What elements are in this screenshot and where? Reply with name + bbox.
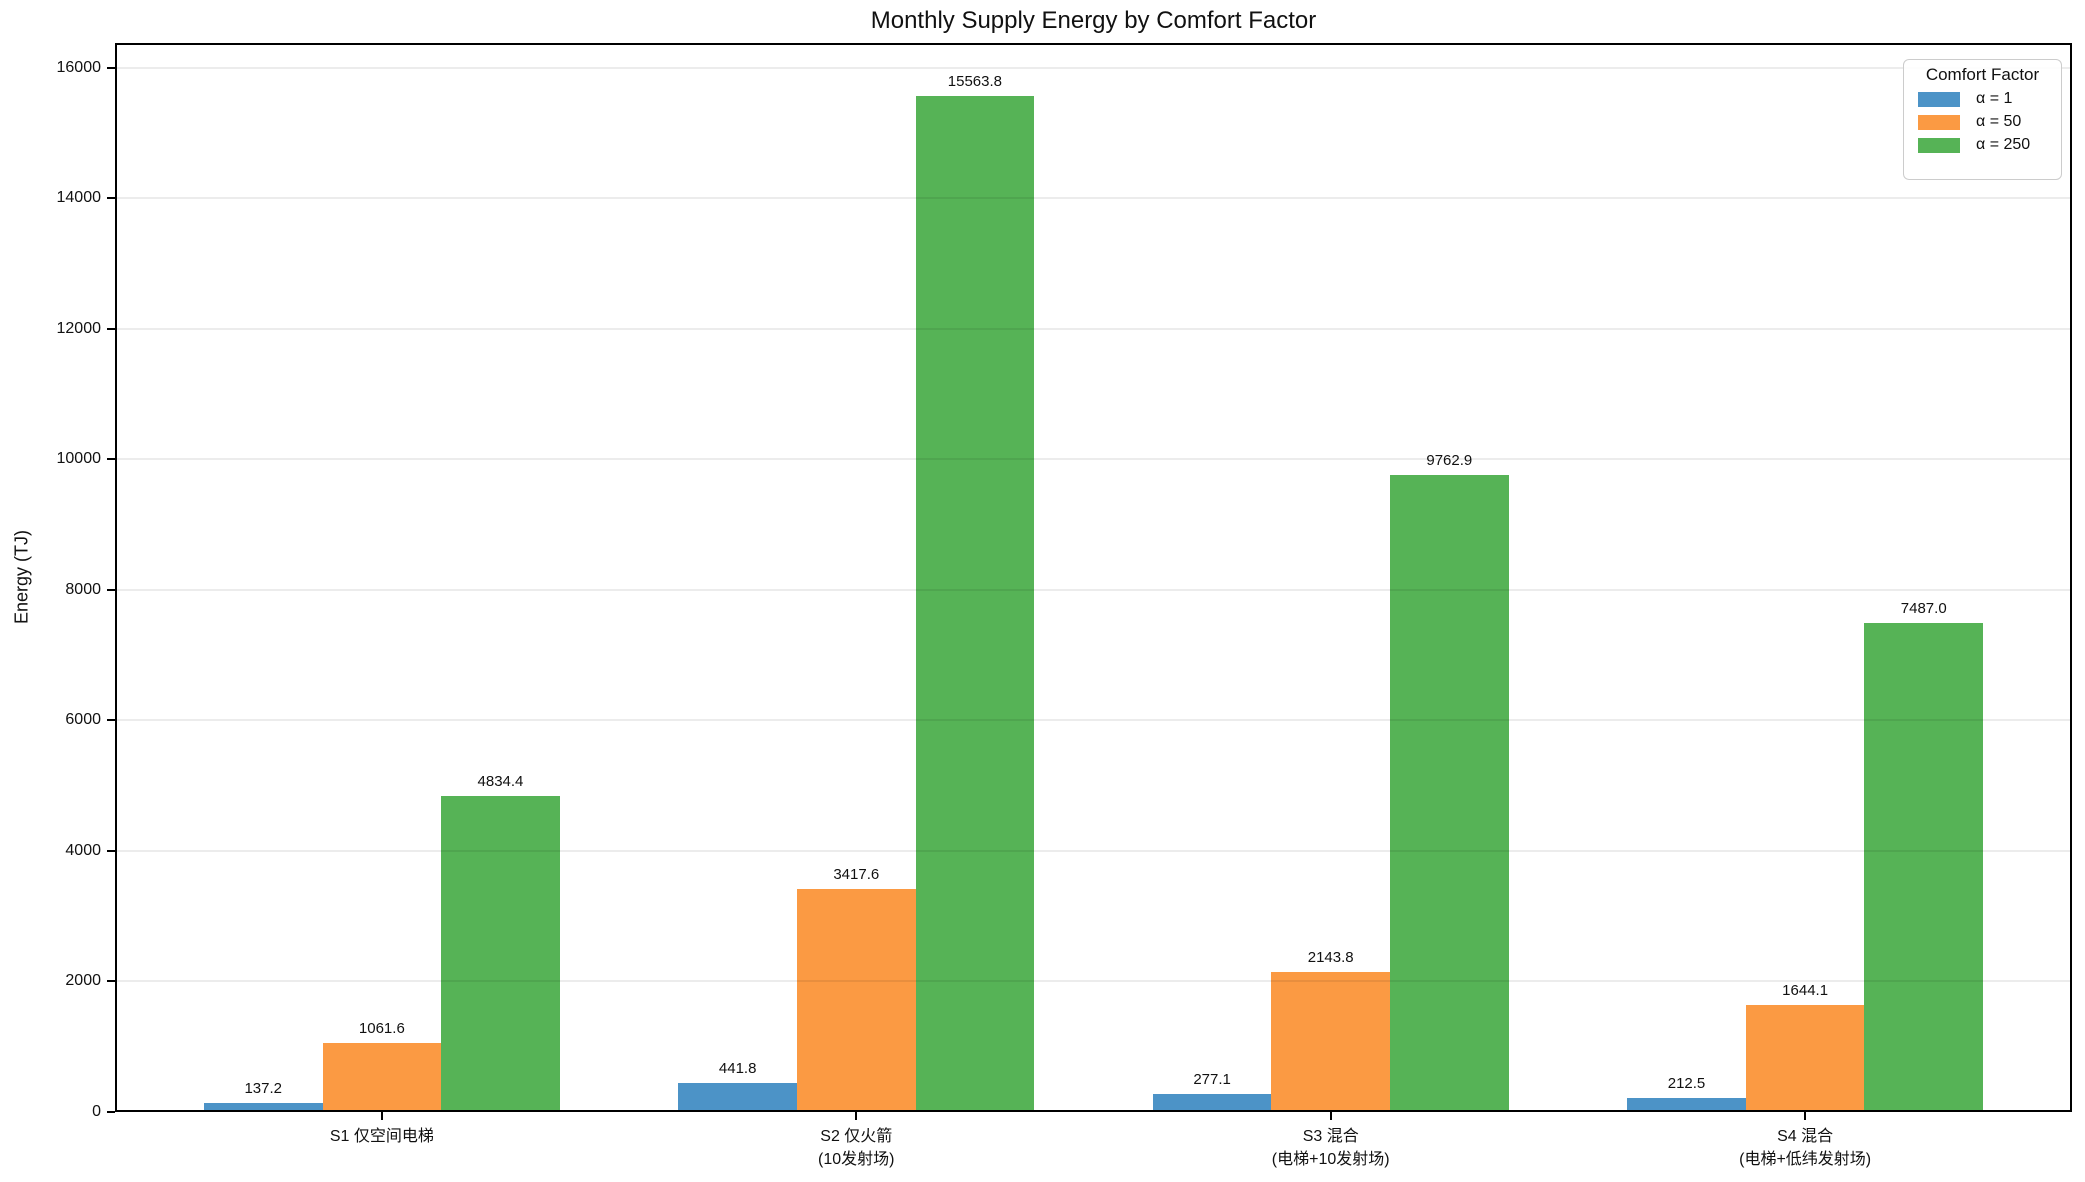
y-tick-mark [107, 849, 115, 852]
y-tick-mark [107, 327, 115, 330]
x-tick-label: S3 混合 (电梯+10发射场) [1271, 1128, 1390, 1169]
y-tick-label: 0 [92, 1103, 101, 1120]
y-tick-mark [107, 66, 115, 69]
grid-line [117, 458, 2070, 461]
grid-line [117, 588, 2070, 591]
plot-area-border [115, 43, 2072, 1112]
x-tick-mark [855, 1112, 858, 1120]
y-tick-label: 16000 [56, 58, 102, 76]
legend-items: α = 1 α = 50 α = 250 [1904, 90, 2061, 154]
grid-line [117, 849, 2070, 852]
chart-title: Monthly Supply Energy by Comfort Factor [870, 7, 1317, 34]
x-tick-mark [1329, 1112, 1332, 1120]
bar-value-label: 1644.1 [1782, 981, 1829, 999]
y-tick-mark [107, 980, 115, 983]
grid-line [117, 719, 2070, 722]
bar [678, 1083, 797, 1111]
bar-value-label: 4834.4 [477, 773, 524, 791]
bar [1390, 474, 1509, 1111]
grid-line [117, 327, 2070, 330]
x-tick-mark [1804, 1112, 1807, 1120]
legend-swatch [1918, 114, 1960, 130]
bar [1271, 972, 1390, 1111]
bar [1864, 623, 1984, 1111]
y-tick-label: 2000 [65, 972, 101, 990]
x-tick-label: S2 仅火箭 (10发射场) [818, 1128, 895, 1169]
bar [1152, 1093, 1272, 1111]
y-tick-label: 10000 [56, 450, 102, 468]
y-tick-label: 6000 [65, 711, 101, 729]
bar [915, 96, 1035, 1111]
y-tick-mark [107, 197, 115, 200]
bar-value-label: 277.1 [1193, 1070, 1231, 1088]
legend-item: α = 250 [1918, 136, 2061, 154]
y-tick-label: 14000 [56, 189, 102, 207]
x-tick-mark [380, 1112, 383, 1120]
y-tick-mark [107, 458, 115, 461]
bar [1627, 1098, 1746, 1111]
bar-value-label: 3417.6 [833, 865, 880, 883]
y-tick-label: 8000 [65, 580, 101, 598]
bar [441, 796, 560, 1111]
y-axis-label: Energy (TJ) [11, 529, 32, 625]
bar [322, 1042, 442, 1111]
legend-item-label: α = 250 [1976, 136, 2031, 153]
bar-value-label: 441.8 [718, 1060, 757, 1078]
bar-value-label: 7487.0 [1900, 600, 1947, 618]
y-tick-mark [107, 719, 115, 722]
bar-value-label: 2143.8 [1307, 949, 1354, 967]
legend-item-label: α = 50 [1976, 113, 2022, 130]
x-tick-label: S1 仅空间电梯 [329, 1128, 434, 1145]
bar-value-label: 1061.6 [358, 1019, 405, 1037]
bar [203, 1103, 323, 1111]
bar-value-label: 137.2 [244, 1080, 283, 1098]
grid-line [117, 197, 2070, 200]
bar-value-label: 15563.8 [947, 73, 1002, 91]
grid-line [117, 66, 2070, 69]
legend-title: Comfort Factor [1925, 65, 2040, 84]
bar-value-label: 9762.9 [1426, 451, 1473, 469]
y-tick-label: 4000 [65, 841, 101, 859]
grid-line [117, 980, 2070, 983]
legend-item: α = 50 [1918, 113, 2061, 131]
bar [796, 888, 916, 1111]
legend: Comfort Factor α = 1 α = 50 α = 250 [1903, 59, 2062, 180]
bar-value-label: 212.5 [1667, 1075, 1706, 1093]
x-tick-label: S4 混合 (电梯+低纬发射场) [1739, 1128, 1872, 1169]
y-tick-label: 12000 [56, 319, 102, 337]
y-tick-mark [107, 588, 115, 591]
y-tick-mark [107, 1111, 115, 1113]
legend-item: α = 1 [1918, 90, 2061, 108]
legend-swatch [1918, 91, 1960, 107]
legend-item-label: α = 1 [1976, 90, 2013, 107]
bar [1745, 1004, 1865, 1111]
legend-swatch [1918, 137, 1960, 153]
